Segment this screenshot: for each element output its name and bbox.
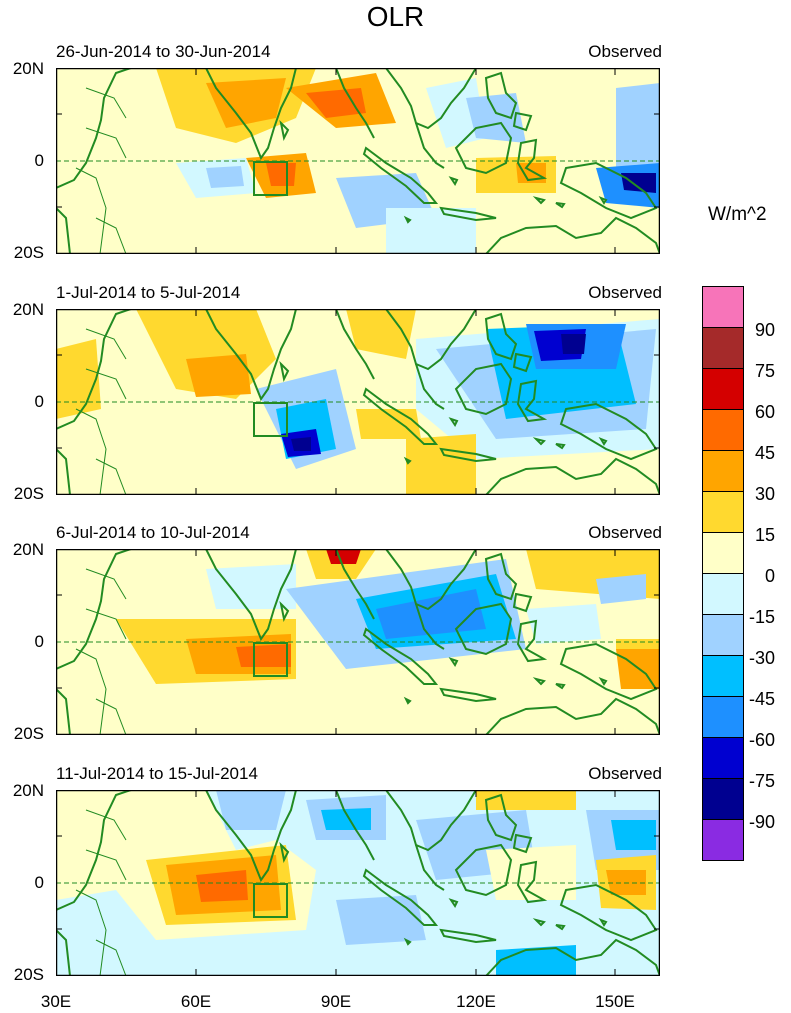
lon-label-90e: 90E — [320, 992, 352, 1011]
colorbar-swatch — [702, 778, 744, 820]
colorbar-swatch — [702, 655, 744, 697]
panel-4-observed-tag: Observed — [588, 764, 662, 783]
colorbar-label: 45 — [754, 443, 775, 463]
colorbar-swatch — [702, 409, 744, 451]
panel-2-map — [56, 309, 660, 495]
lat-label-20s: 20S — [13, 965, 44, 984]
colorbar — [702, 286, 744, 861]
colorbar-swatch — [702, 368, 744, 410]
colorbar-label: 30 — [754, 484, 775, 504]
lat-label-20s: 20S — [13, 724, 44, 743]
lat-label-20n: 20N — [12, 781, 44, 800]
lat-label-20s: 20S — [13, 484, 44, 503]
colorbar-label: -75 — [748, 771, 775, 791]
colorbar-label: -15 — [748, 607, 775, 627]
colorbar-swatch — [702, 532, 744, 574]
colorbar-label: 60 — [754, 402, 775, 422]
panel-2-observed-tag: Observed — [588, 283, 662, 302]
colorbar-label: -90 — [748, 812, 775, 832]
colorbar-swatch — [702, 614, 744, 656]
colorbar-swatch — [702, 696, 744, 738]
colorbar-swatch — [702, 491, 744, 533]
colorbar-swatch — [702, 286, 744, 328]
colorbar-label: -45 — [748, 689, 775, 709]
colorbar-label: -30 — [748, 648, 775, 668]
lat-label-20n: 20N — [12, 59, 44, 78]
colorbar-swatch — [702, 573, 744, 615]
panel-4-map — [56, 790, 660, 976]
colorbar-swatch — [702, 737, 744, 779]
lat-label-eq: 0 — [34, 151, 44, 170]
panel-3-observed-tag: Observed — [588, 523, 662, 542]
lon-label-120e: 120E — [456, 992, 496, 1011]
colorbar-swatch — [702, 327, 744, 369]
colorbar-label: 0 — [764, 566, 775, 586]
colorbar-label: 90 — [754, 320, 775, 340]
lon-label-30e: 30E — [40, 992, 72, 1011]
colorbar-swatch — [702, 819, 744, 861]
lon-label-150e: 150E — [595, 992, 635, 1011]
colorbar-label: 75 — [754, 361, 775, 381]
panel-3-map — [56, 549, 660, 735]
lat-label-eq: 0 — [34, 632, 44, 651]
lat-label-eq: 0 — [34, 873, 44, 892]
colorbar-label: 15 — [754, 525, 775, 545]
panel-1-map — [56, 68, 660, 254]
lat-label-20n: 20N — [12, 300, 44, 319]
lat-label-20n: 20N — [12, 540, 44, 559]
colorbar-swatch — [702, 450, 744, 492]
lat-label-20s: 20S — [13, 243, 44, 262]
panel-3-date-range: 6-Jul-2014 to 10-Jul-2014 — [56, 523, 250, 542]
colorbar-label: -60 — [748, 730, 775, 750]
lat-label-eq: 0 — [34, 392, 44, 411]
lon-label-60e: 60E — [180, 992, 212, 1011]
panel-4-date-range: 11-Jul-2014 to 15-Jul-2014 — [56, 764, 258, 783]
units-label: W/m^2 — [708, 204, 767, 225]
figure-title: OLR — [366, 1, 425, 32]
panel-2-date-range: 1-Jul-2014 to 5-Jul-2014 — [56, 283, 241, 302]
panel-1-observed-tag: Observed — [588, 42, 662, 61]
panel-1-date-range: 26-Jun-2014 to 30-Jun-2014 — [56, 42, 271, 61]
